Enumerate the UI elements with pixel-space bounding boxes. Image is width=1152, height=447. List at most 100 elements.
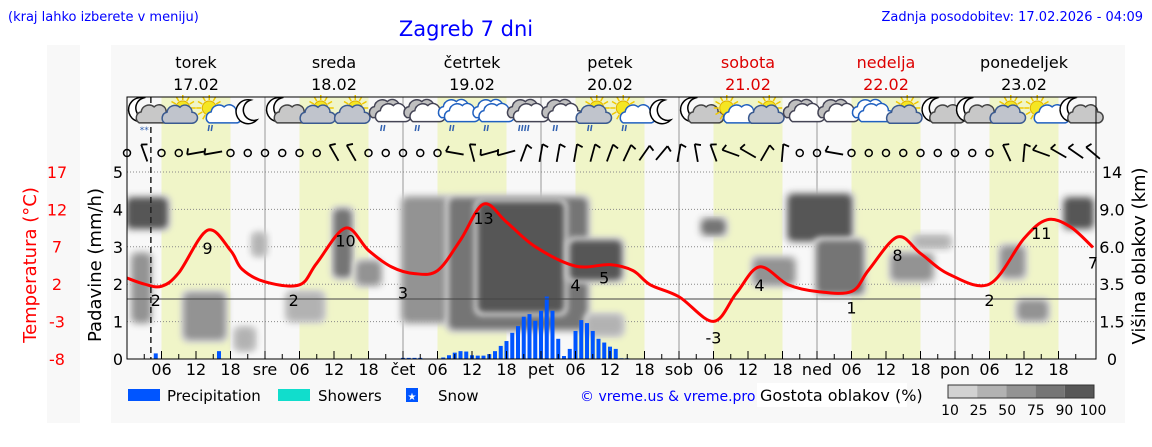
rain-drop-icon [591,125,592,131]
precipitation-bar [482,356,486,359]
wind-barb-feather [204,148,205,154]
rain-drop-icon [528,125,529,131]
precip-tick-label: 2 [113,275,123,294]
legend-precipitation-swatch [128,389,160,401]
temp-tick-label: -3 [49,312,65,331]
temperature-label: 13 [473,209,493,228]
rain-drop-icon [208,125,209,131]
precipitation-bar [499,346,503,359]
precip-tick-label: 0 [113,350,123,369]
copyright-link[interactable]: © vreme.us & vreme.pro [580,389,755,405]
x-tick-hour-label: 18 [220,360,240,379]
x-tick-hour-label: 12 [186,360,206,379]
x-tick-hour-label: 12 [462,360,482,379]
cloud-axis-title: Višina oblakov (km) [1129,167,1150,344]
rain-drop-icon [450,125,451,131]
precipitation-bar [493,351,497,359]
temperature-label: 2 [151,291,161,310]
precip-tick-label: 5 [113,163,123,182]
cloud-tick-label: 9.0 [1099,200,1124,219]
x-tick-hour-label: 06 [427,360,447,379]
day-date: 19.02 [449,75,495,94]
rain-drop-icon [384,125,385,131]
wind-barb-feather [187,148,188,154]
precip-tick-label: 1 [113,313,123,332]
rain-drop-icon [453,125,454,131]
precipitation-bar [551,311,555,359]
temperature-label: 10 [335,231,355,250]
day-name: ponedeljek [980,53,1069,72]
precipitation-bar [602,343,606,359]
last-update: Zadnja posodobitev: 17.02.2026 - 04:09 [881,10,1143,25]
rain-drop-icon [211,125,212,131]
temperature-label: 1 [846,299,856,318]
x-tick-hour-label: 06 [565,360,585,379]
day-name: nedelja [857,53,916,72]
precipitation-bar [545,297,549,359]
cloud-area [133,254,150,321]
precip-tick-label: 4 [113,200,123,219]
cloud-area [915,237,950,247]
day-name: petek [587,53,633,72]
cloud-density-title: Gostota oblakov (%) [760,386,923,405]
x-tick-day-label: sre [253,360,277,379]
cloud-area [570,241,622,280]
rain-drop-icon [381,125,382,131]
rain-drop-icon [622,125,623,131]
cloud-tick-label: 3.5 [1099,275,1124,294]
temp-tick-label: 7 [52,238,62,257]
day-date: 20.02 [587,75,633,94]
cloud-area [817,241,863,294]
x-tick-hour-label: 18 [496,360,516,379]
precip-tick-label: 3 [113,238,123,257]
temperature-label: 2 [984,291,994,310]
x-tick-hour-label: 06 [703,360,723,379]
density-level-label: 75 [1027,403,1045,419]
precipitation-bar [568,349,572,359]
legend-snow-label: Snow [438,387,478,405]
precipitation-bar [528,314,532,359]
density-level-label: 25 [970,403,988,419]
day-date: 22.02 [863,75,909,94]
cloud-area [702,219,725,234]
precipitation-bar [533,321,537,359]
chart-title: Zagreb 7 dni [399,17,533,41]
wind-barb-feather [1003,144,1009,145]
x-tick-hour-label: 06 [151,360,171,379]
rain-drop-icon [525,125,526,131]
precipitation-bar [579,320,583,359]
rain-drop-icon [484,125,485,131]
cloud-tick-label: 14 [1102,163,1122,182]
temperature-label: 9 [202,239,212,258]
x-tick-hour-label: 06 [841,360,861,379]
location-hint[interactable]: (kraj lahko izberete v meniju) [8,10,199,25]
x-tick-hour-label: 18 [772,360,792,379]
day-date: 23.02 [1001,75,1047,94]
cloud-area [185,294,225,340]
temp-tick-label: 2 [52,275,62,294]
temperature-label: 4 [754,276,764,295]
cloud-tick-label: 1.5 [1099,313,1124,332]
cloud-area [254,234,266,254]
precipitation-bar [516,326,520,359]
temperature-label: 7 [1088,254,1098,273]
temperature-label: -3 [706,328,722,347]
wind-barb-feather [330,144,336,145]
wind-barb-feather [695,144,701,145]
precipitation-bar [154,353,158,359]
cloud-area [357,262,380,284]
precipitation-bar [464,352,468,359]
x-tick-day-label: pet [528,360,554,379]
day-date: 18.02 [311,75,357,94]
day-name: sreda [312,53,356,72]
rain-drop-icon [588,125,589,131]
x-tick-day-label: sob [665,360,693,379]
density-swatch [1036,385,1065,398]
temp-tick-label: 12 [47,200,67,219]
x-tick-hour-label: 18 [910,360,930,379]
day-date: 17.02 [173,75,219,94]
day-date: 21.02 [725,75,771,94]
x-tick-hour-label: 12 [324,360,344,379]
cloud-tick-label: 6.0 [1099,238,1124,257]
